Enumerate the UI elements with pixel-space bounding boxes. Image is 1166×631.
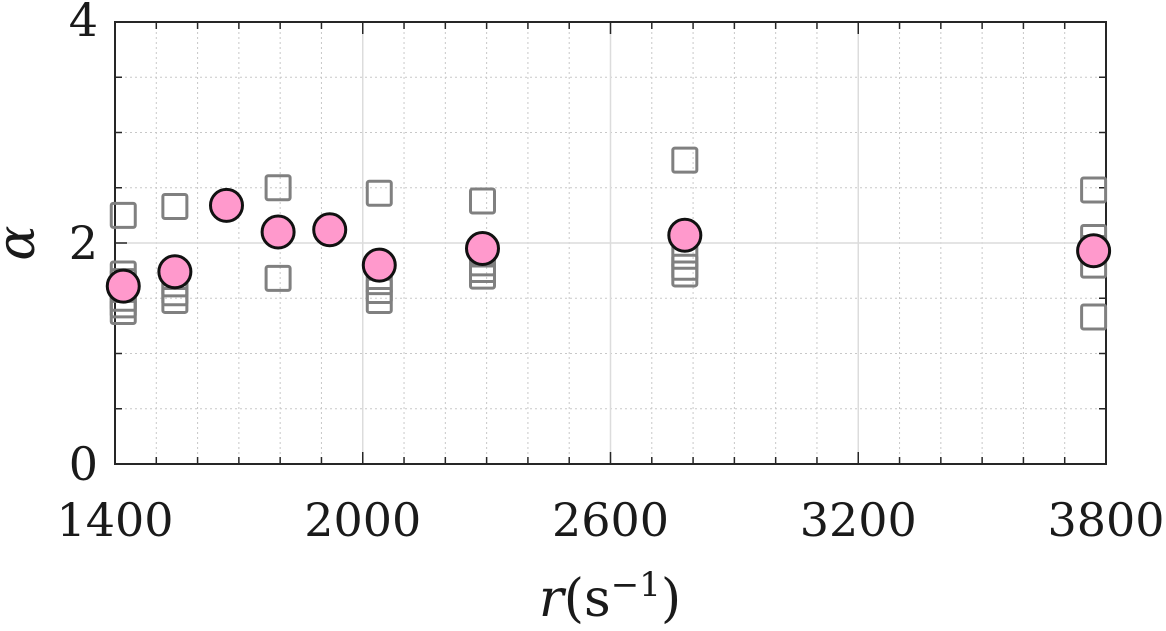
circle-marker bbox=[312, 212, 348, 248]
square-marker bbox=[365, 286, 393, 314]
square-marker bbox=[671, 146, 699, 174]
circle-marker bbox=[260, 214, 296, 250]
x-axis-unit: s bbox=[584, 569, 611, 629]
x-tick-label: 3800 bbox=[1047, 493, 1164, 547]
square-marker bbox=[365, 179, 393, 207]
y-axis-label: α bbox=[0, 225, 47, 260]
square-marker bbox=[264, 264, 292, 292]
circle-marker bbox=[667, 217, 703, 253]
circle-markers bbox=[105, 187, 1112, 304]
y-tick-label: 0 bbox=[69, 437, 98, 491]
square-marker bbox=[468, 187, 496, 215]
x-tick-label: 3200 bbox=[800, 493, 917, 547]
square-marker bbox=[1080, 303, 1108, 331]
x-tick-label: 2000 bbox=[304, 493, 421, 547]
circle-marker bbox=[208, 187, 244, 223]
square-marker bbox=[109, 201, 137, 229]
x-axis-var: r bbox=[539, 569, 567, 629]
y-tick-label: 2 bbox=[69, 216, 98, 270]
circle-marker bbox=[105, 268, 141, 304]
x-tick-label: 1400 bbox=[56, 493, 173, 547]
y-tick-label: 4 bbox=[69, 0, 98, 47]
circle-marker bbox=[1076, 233, 1112, 269]
x-axis-rparen: ) bbox=[661, 569, 681, 629]
square-marker bbox=[1080, 176, 1108, 204]
x-axis-label: r(s−1) bbox=[539, 565, 681, 629]
circle-marker bbox=[157, 254, 193, 290]
square-marker bbox=[264, 174, 292, 202]
square-markers bbox=[109, 146, 1108, 331]
circle-marker bbox=[361, 247, 397, 283]
circle-marker bbox=[464, 231, 500, 267]
x-axis-lparen: ( bbox=[564, 569, 584, 629]
square-marker bbox=[671, 260, 699, 288]
square-marker bbox=[161, 286, 189, 314]
x-tick-label: 2600 bbox=[552, 493, 669, 547]
y-tick-labels: 0 2 4 bbox=[69, 0, 98, 491]
x-tick-labels: 1400 2000 2600 3200 3800 bbox=[56, 493, 1164, 547]
x-axis-exp: −1 bbox=[611, 565, 661, 605]
square-marker bbox=[161, 193, 189, 221]
major-grid bbox=[115, 22, 1106, 464]
